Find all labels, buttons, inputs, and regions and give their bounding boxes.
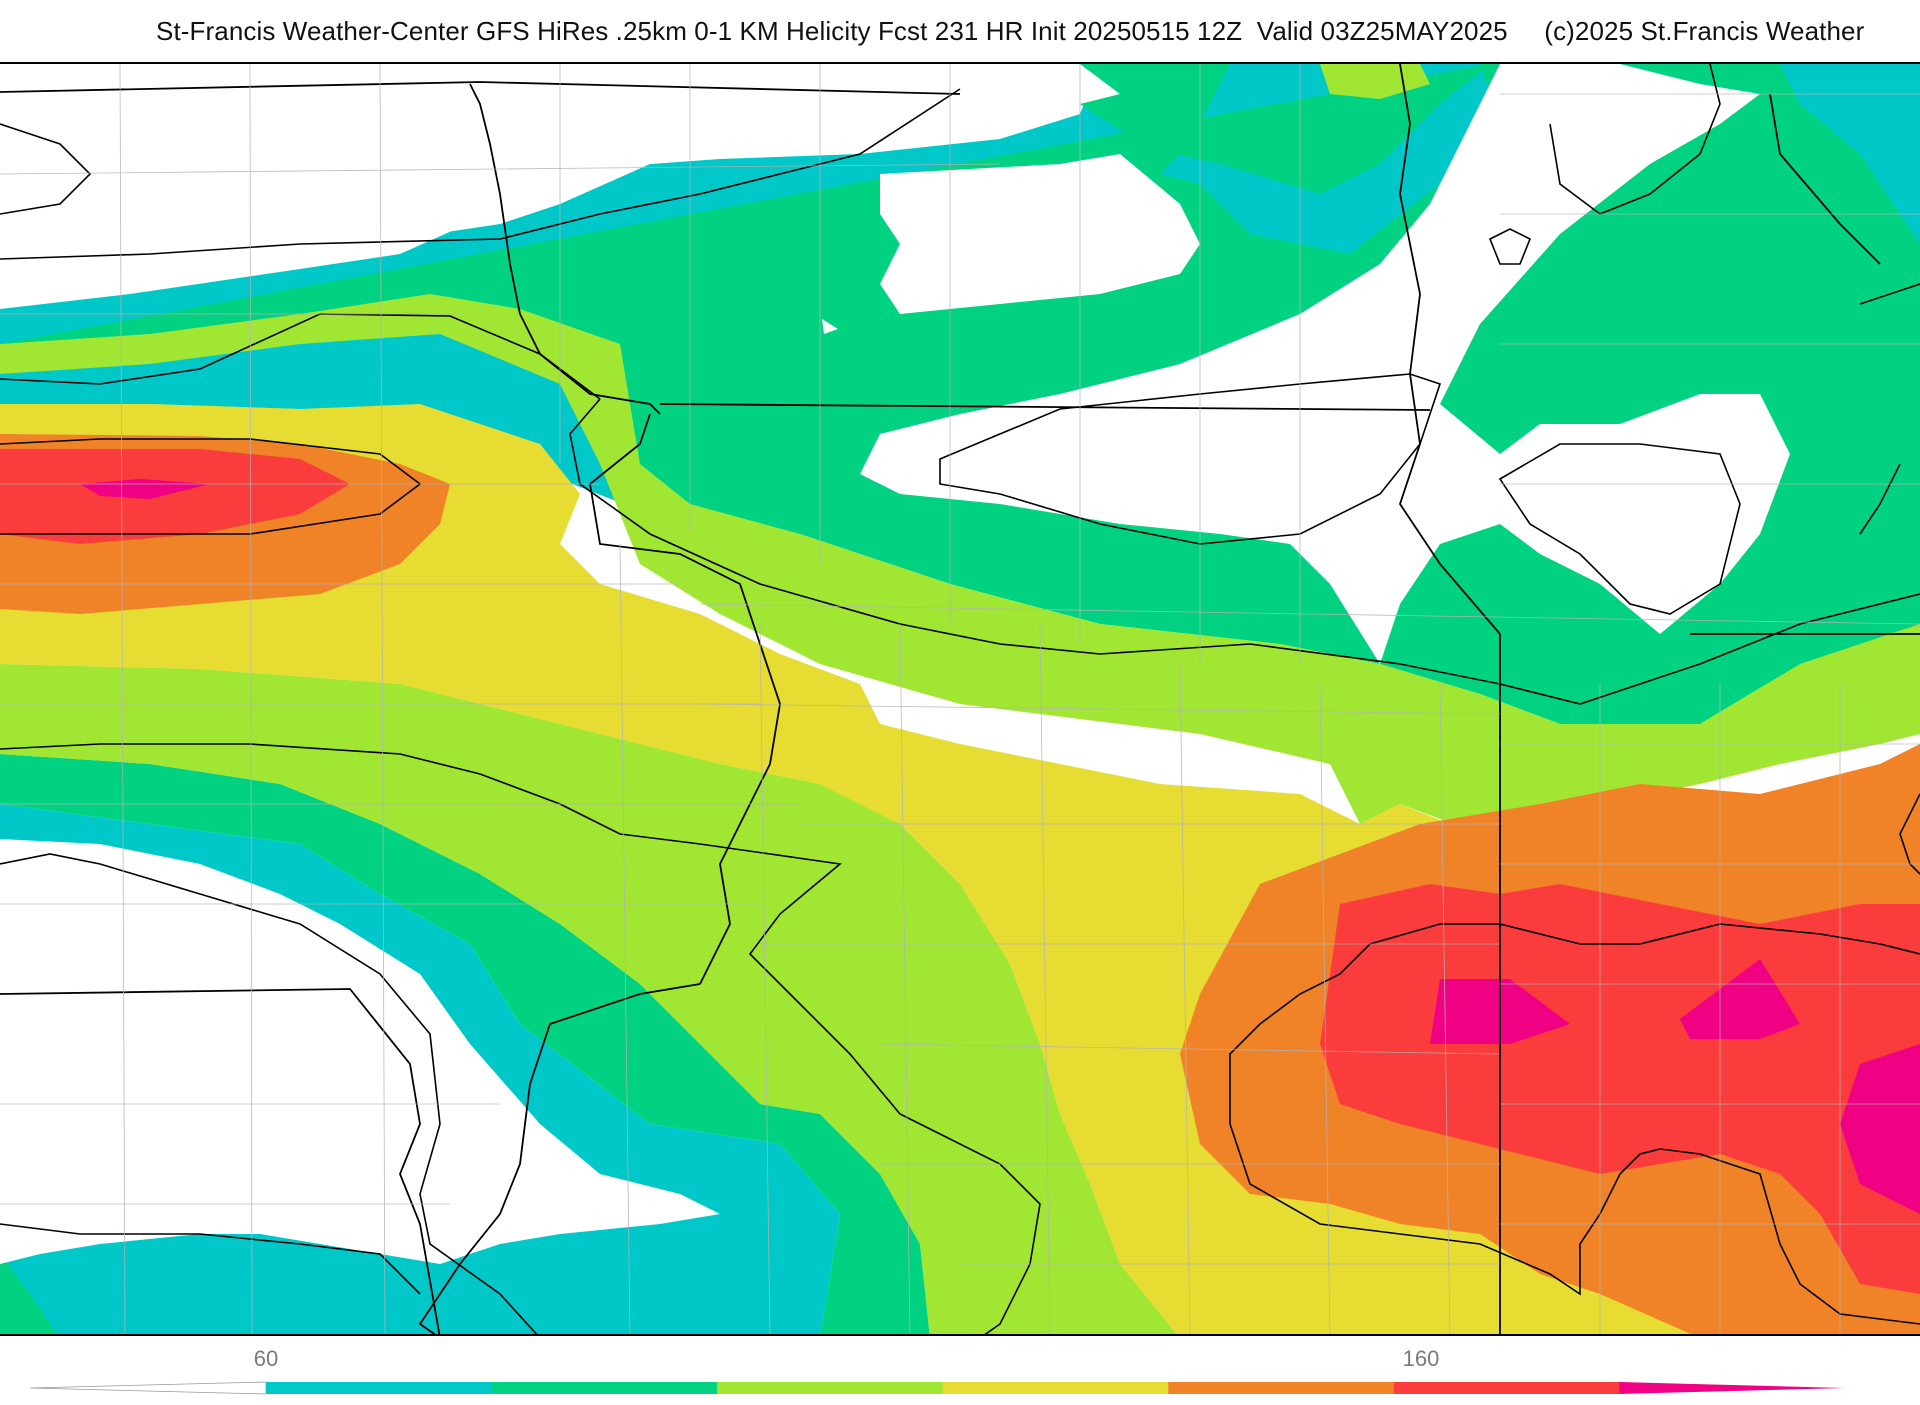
contour-lines xyxy=(0,64,1920,1334)
contour-fill-lime-nw xyxy=(1320,64,1430,99)
map-frame[interactable] xyxy=(0,62,1920,1336)
colorbar-segment-6 xyxy=(1619,1382,1845,1394)
contour-fill-lime-mid xyxy=(0,664,1177,1334)
contour-fill-white-n2 xyxy=(880,154,1200,314)
colorbar-bar xyxy=(29,1381,1845,1395)
contour-fill-white-dot xyxy=(822,319,838,334)
title-bar: St-Francis Weather-Center GFS HiRes .25k… xyxy=(0,0,1920,62)
contour-fill-red-w xyxy=(0,449,350,544)
colorbar-tick-label-60: 60 xyxy=(253,1346,279,1371)
colorbar-segment-4 xyxy=(1168,1382,1395,1394)
colorbar-under-triangle xyxy=(29,1381,267,1395)
map-title: St-Francis Weather-Center GFS HiRes .25k… xyxy=(156,16,1865,46)
contour-fill-magenta-e2 xyxy=(1680,959,1800,1039)
contour-fill-green-sw xyxy=(0,754,930,1334)
colorbar-segment-3 xyxy=(942,1382,1169,1394)
colorbar-legend: 60 160 xyxy=(29,1338,1890,1400)
contour-fill-green-s xyxy=(0,1254,58,1334)
colorbar-tick-label-160: 160 xyxy=(1402,1346,1440,1371)
contour-fill-white-sw xyxy=(0,839,720,1264)
colorbar-segment-1 xyxy=(491,1382,718,1394)
colorbar-segment-2 xyxy=(717,1382,944,1394)
contour-fill-magenta-e3 xyxy=(1840,1044,1920,1214)
county-lines xyxy=(0,64,1920,1334)
colorbar-segment-0 xyxy=(266,1382,493,1394)
helicity-map[interactable] xyxy=(0,64,1920,1336)
colorbar-segment-5 xyxy=(1393,1382,1620,1394)
